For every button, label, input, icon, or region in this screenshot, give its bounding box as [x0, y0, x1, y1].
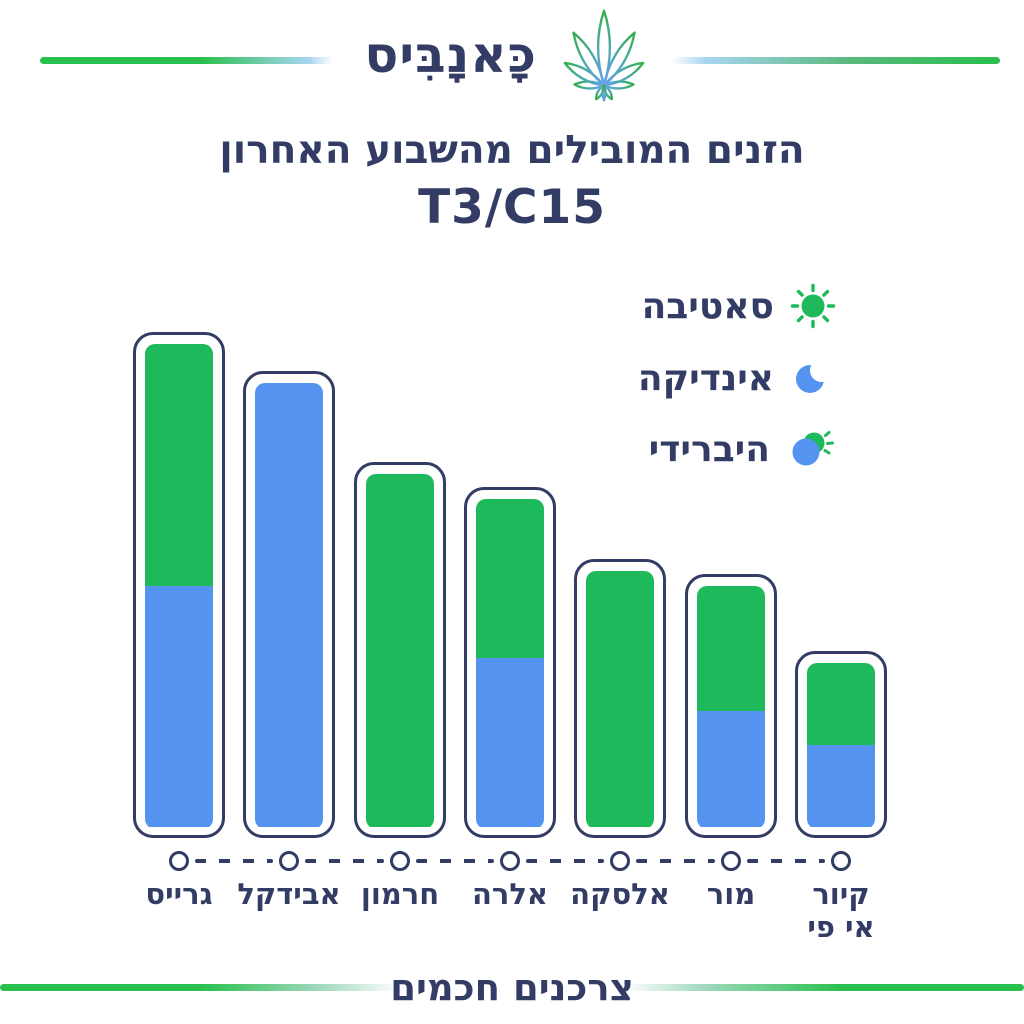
sun-moon-icon — [792, 431, 834, 466]
category-label: חרמון — [360, 877, 440, 911]
axis-dashed-line — [747, 859, 825, 863]
bar-indica — [243, 370, 335, 838]
logo-wordmark: כָּאנָבִּיס — [364, 26, 537, 84]
chart-subtitle: T3/C15 — [418, 180, 606, 235]
indica-segment — [476, 657, 544, 827]
axis-dashed-line — [195, 859, 273, 863]
bar-hybrid — [133, 332, 225, 838]
top-divider-left — [40, 57, 333, 64]
sativa-segment — [586, 571, 654, 827]
axis-marker — [831, 851, 851, 871]
axis-dashed-line — [526, 859, 604, 863]
bar-hybrid — [464, 486, 556, 838]
category-label: אלרה — [471, 877, 549, 911]
axis-marker — [610, 851, 630, 871]
axis-marker — [721, 851, 741, 871]
category-label: אלסקה — [570, 877, 670, 911]
footer-slogan: צרכנים חכמים — [390, 966, 634, 1009]
bar-fill — [145, 344, 213, 829]
axis-dashed-line — [305, 859, 384, 863]
axis-marker — [169, 851, 189, 871]
indica-segment — [697, 711, 765, 827]
sativa-segment — [697, 585, 765, 712]
category-label: מור — [706, 877, 756, 911]
category-label: קיור אי פי — [807, 877, 875, 945]
sativa-segment — [476, 498, 544, 658]
bar-fill — [255, 382, 323, 829]
bar-hybrid — [795, 650, 887, 838]
chart-title: הזנים המובילים מהשבוע האחרון — [219, 128, 805, 173]
legend-item-indica: אינדיקה — [638, 355, 836, 401]
sativa-segment — [145, 344, 213, 586]
indica-segment — [255, 382, 323, 827]
legend-label-sativa: סאטיבה — [641, 285, 774, 327]
bar-hybrid — [685, 573, 777, 838]
sativa-segment — [366, 474, 434, 827]
axis-marker — [279, 851, 299, 871]
bar-fill — [586, 571, 654, 829]
moon-icon — [796, 359, 833, 393]
category-label: גרייס — [145, 877, 213, 911]
category-label: אבידקל — [237, 877, 341, 911]
legend-label-hybrid: היברידי — [648, 428, 770, 470]
legend-item-hybrid: היברידי — [649, 426, 836, 472]
top-divider-right — [672, 57, 1000, 64]
bar-fill — [807, 662, 875, 829]
axis-marker — [500, 851, 520, 871]
sun-icon — [790, 283, 836, 329]
sativa-segment — [807, 662, 875, 745]
indica-segment — [145, 585, 213, 827]
bar-fill — [366, 474, 434, 829]
legend-item-sativa: סאטיבה — [642, 283, 836, 329]
bar-fill — [476, 498, 544, 829]
legend-label-indica: אינדיקה — [637, 357, 774, 399]
bar-sativa — [574, 559, 666, 838]
axis-marker — [390, 851, 410, 871]
axis-dashed-line — [636, 859, 715, 863]
bar-fill — [697, 585, 765, 830]
cannabis-leaf-icon — [563, 9, 645, 102]
indica-segment — [807, 744, 875, 827]
bar-sativa — [354, 462, 446, 838]
bottom-divider-right — [624, 984, 1024, 991]
bottom-divider-left — [0, 984, 400, 991]
axis-dashed-line — [416, 859, 494, 863]
